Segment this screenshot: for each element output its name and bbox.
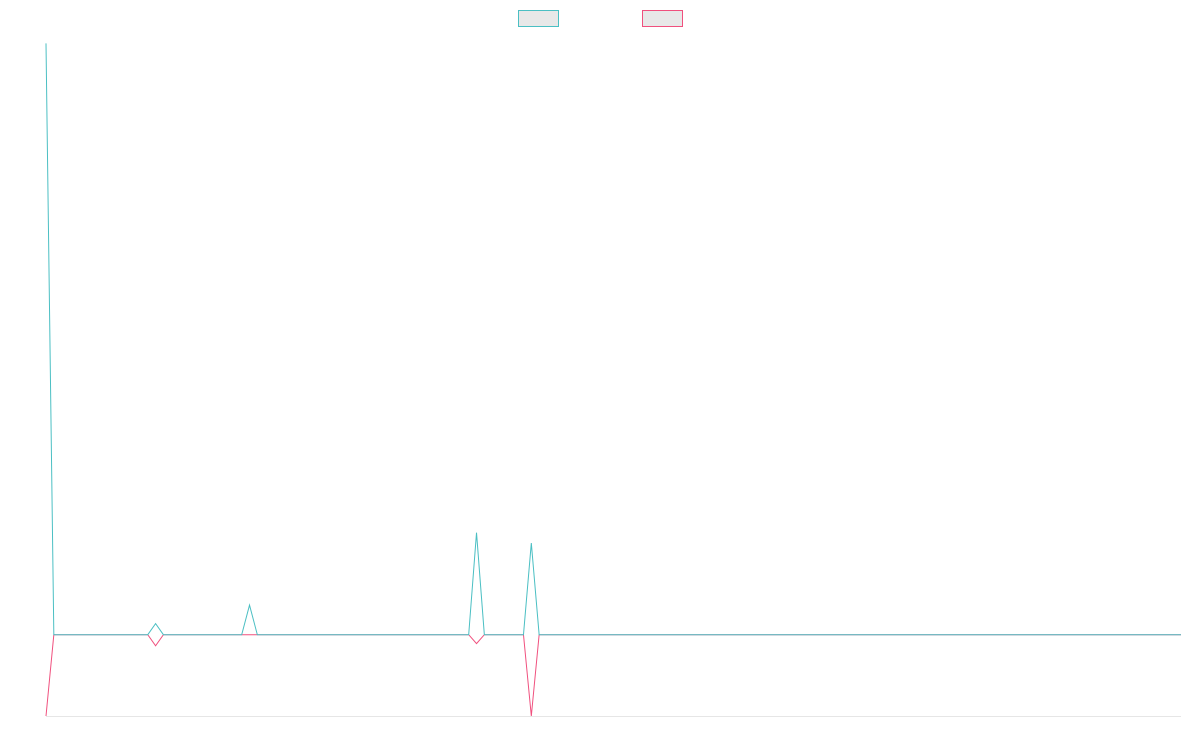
legend-swatch-2[interactable]: [642, 10, 683, 27]
series-line-1: [45, 43, 1181, 636]
legend: [518, 10, 683, 27]
plot-area: [45, 43, 1181, 717]
legend-swatch-1[interactable]: [518, 10, 559, 27]
series-line-2: [45, 634, 1181, 717]
